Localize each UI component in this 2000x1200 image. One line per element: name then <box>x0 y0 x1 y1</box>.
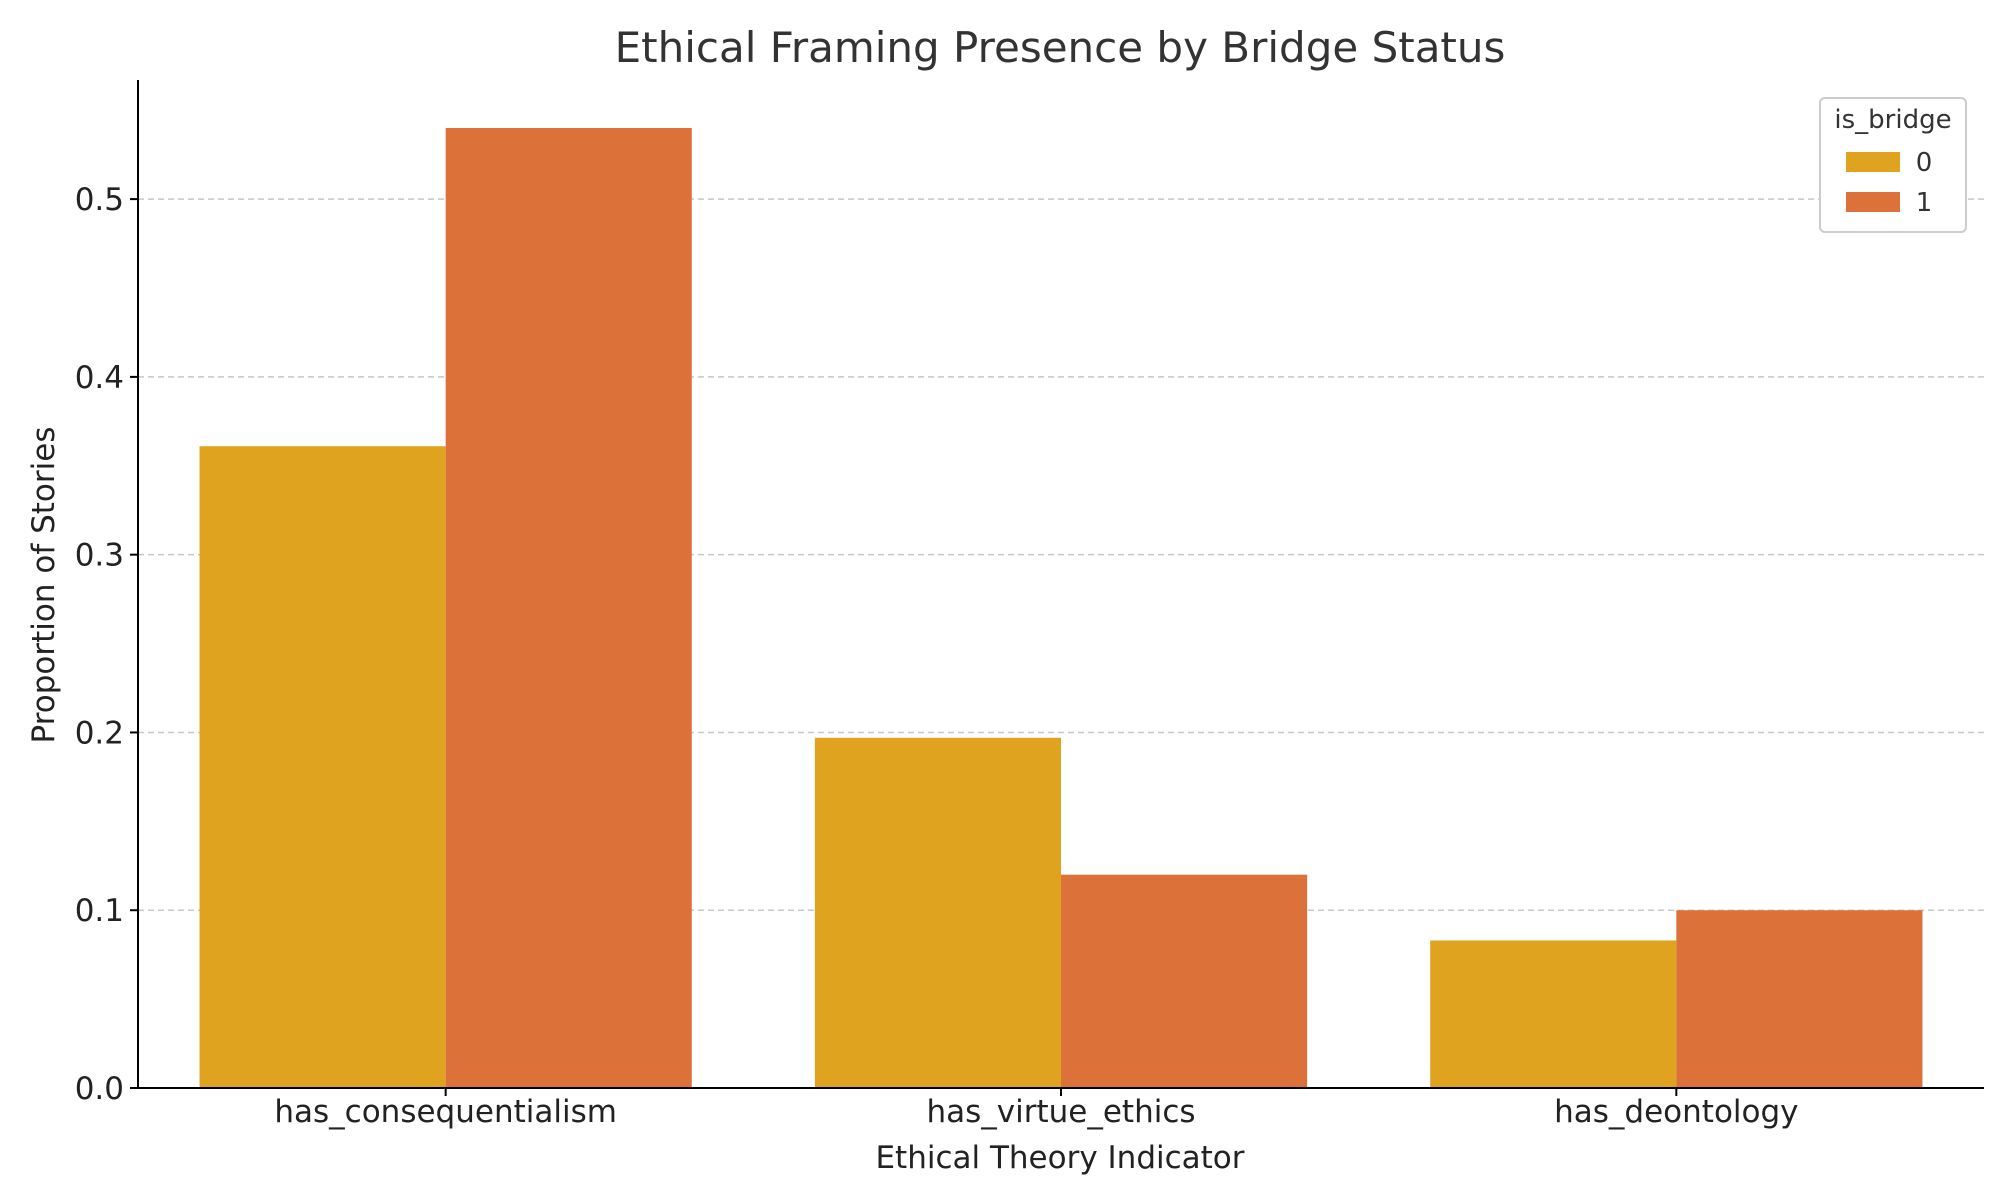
y-tick-label: 0.2 <box>75 715 124 751</box>
legend-label-0: 0 <box>1916 148 1933 178</box>
y-axis-label: Proportion of Stories <box>26 427 62 744</box>
legend-swatch-0 <box>1846 152 1900 172</box>
chart-title: Ethical Framing Presence by Bridge Statu… <box>615 23 1506 72</box>
x-tick-label: has_deontology <box>1554 1094 1798 1130</box>
legend-label-1: 1 <box>1916 188 1933 218</box>
y-tick-label: 0.1 <box>75 893 124 929</box>
x-axis-label: Ethical Theory Indicator <box>875 1140 1244 1176</box>
bar-has_deontology-series-1 <box>1676 910 1923 1088</box>
bar-has_consequentialism-series-1 <box>445 128 692 1088</box>
y-tick-label: 0.5 <box>75 182 124 218</box>
y-tick-label: 0.4 <box>75 360 124 396</box>
tick-labels: 0.0 0.1 0.2 0.3 0.4 0.5 has_consequentialism ha… <box>75 182 1799 1130</box>
x-tick-label: has_virtue_ethics <box>926 1094 1195 1130</box>
legend: is_bridge 0 1 <box>1819 97 1967 233</box>
y-tick-label: 0.0 <box>75 1071 124 1107</box>
bar-has_deontology-series-0 <box>1430 940 1677 1088</box>
bars <box>199 128 1923 1088</box>
x-tick-label: has_consequentialism <box>274 1094 617 1130</box>
bar-has_virtue_ethics-series-0 <box>814 737 1061 1088</box>
legend-swatch-1 <box>1846 192 1900 212</box>
bar-has_consequentialism-series-0 <box>199 446 446 1088</box>
legend-title: is_bridge <box>1834 105 1951 135</box>
bar-has_virtue_ethics-series-1 <box>1061 874 1308 1088</box>
y-tick-label: 0.3 <box>75 538 124 574</box>
